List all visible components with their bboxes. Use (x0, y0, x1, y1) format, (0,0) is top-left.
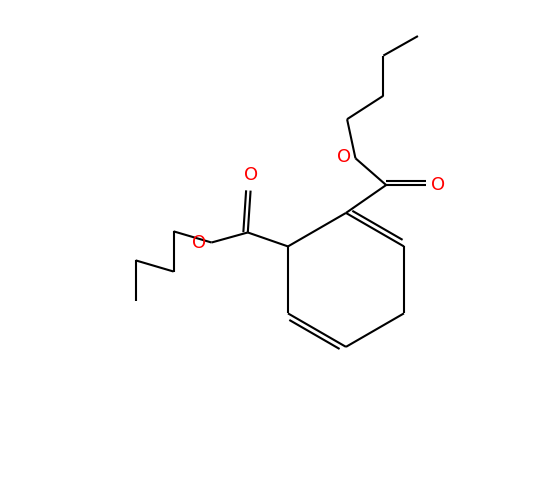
Text: O: O (431, 176, 445, 194)
Text: O: O (243, 166, 258, 184)
Text: O: O (192, 233, 206, 251)
Text: O: O (337, 148, 351, 166)
